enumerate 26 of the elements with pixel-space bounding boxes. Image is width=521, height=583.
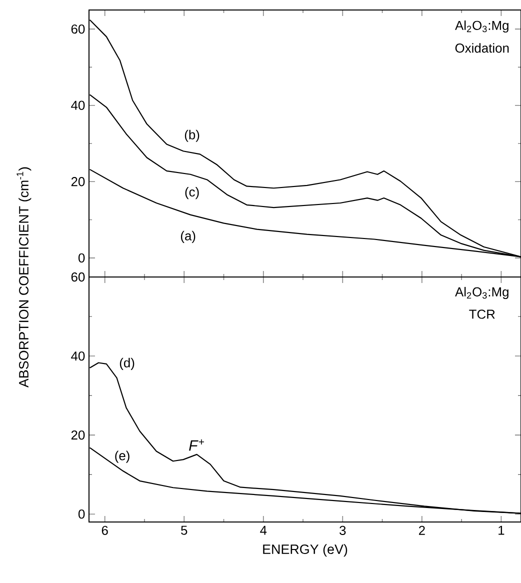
annotation: F$^{+}$: [189, 439, 204, 451]
annotation: TCR: [469, 310, 495, 319]
series-label: (e): [115, 450, 130, 463]
annotation: Al$_{2}$O$_{3}$:Mg: [455, 286, 508, 300]
y-tick-label: 20: [71, 177, 85, 186]
x-tick-label: 3: [340, 526, 346, 535]
y-axis-title: ABSORPTION COEFFICIENT (cm$^{-1}$): [16, 167, 32, 388]
y-tick-label: 20: [71, 430, 85, 440]
x-tick-label: 5: [181, 526, 188, 535]
x-tick-label: 4: [260, 526, 267, 535]
series-label: (a): [180, 230, 196, 243]
series-label: (d): [120, 358, 134, 370]
x-tick-label: 2: [418, 526, 425, 535]
annotation: Al$_{2}$O$_{3}$:Mg: [455, 20, 508, 33]
x-tick-label: 1: [498, 526, 504, 535]
series-label: (c): [185, 187, 199, 200]
x-tick-label: 6: [102, 526, 108, 535]
y-tick-label: 0: [78, 253, 85, 263]
y-tick-label: 40: [71, 100, 85, 110]
series-label: (b): [184, 130, 200, 142]
y-tick-label: 0: [78, 510, 85, 519]
y-tick-label: 60: [71, 24, 85, 34]
annotation: Oxidation: [455, 43, 509, 53]
y-tick-label: 40: [71, 351, 85, 361]
y-tick-label: 60: [71, 272, 85, 282]
x-axis-title: ENERGY (eV): [263, 544, 348, 557]
